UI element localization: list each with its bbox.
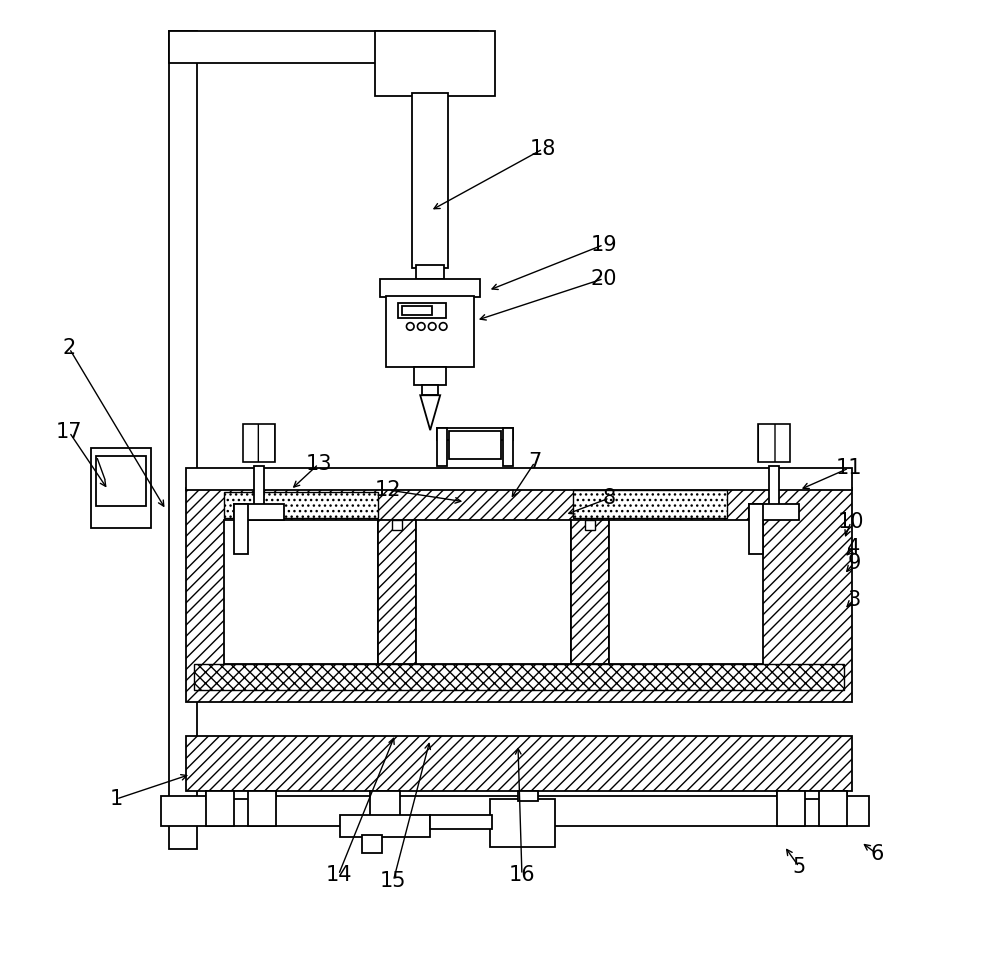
Bar <box>769 466 779 508</box>
Bar <box>340 815 430 837</box>
Text: 18: 18 <box>530 139 556 159</box>
Bar <box>161 796 869 826</box>
Bar <box>169 32 478 63</box>
Bar <box>386 296 474 367</box>
Bar <box>186 736 852 791</box>
Text: 11: 11 <box>836 458 862 478</box>
Bar <box>186 488 852 702</box>
Bar <box>234 504 248 554</box>
Bar <box>503 429 513 466</box>
Text: 3: 3 <box>847 590 861 609</box>
Bar <box>248 791 276 826</box>
Text: 4: 4 <box>847 538 861 557</box>
Bar <box>490 800 555 847</box>
Bar <box>777 791 847 800</box>
Bar <box>392 520 402 530</box>
Text: 19: 19 <box>590 234 617 255</box>
Text: 9: 9 <box>847 553 861 573</box>
Bar <box>169 32 197 849</box>
Text: 8: 8 <box>603 488 616 508</box>
Text: 6: 6 <box>870 844 884 864</box>
Text: 14: 14 <box>325 865 352 885</box>
Bar <box>91 448 151 528</box>
Text: 2: 2 <box>63 338 76 358</box>
Bar <box>224 492 378 518</box>
Bar <box>254 466 264 508</box>
Bar <box>518 791 538 801</box>
Bar <box>206 791 276 800</box>
Bar <box>206 791 234 826</box>
Bar <box>186 468 852 490</box>
Text: 17: 17 <box>56 422 82 442</box>
Text: 16: 16 <box>509 865 535 885</box>
Bar <box>749 504 799 520</box>
Text: 7: 7 <box>528 452 542 472</box>
Bar <box>430 815 492 829</box>
Bar <box>96 456 146 505</box>
Bar <box>194 664 844 690</box>
Text: 15: 15 <box>380 871 407 891</box>
Bar <box>449 431 501 459</box>
Bar <box>375 32 495 96</box>
Bar <box>571 520 609 664</box>
Bar <box>437 429 513 440</box>
Bar <box>224 520 378 664</box>
Bar <box>573 490 727 518</box>
Bar <box>243 424 275 462</box>
Text: 12: 12 <box>375 480 402 500</box>
Bar <box>777 791 805 826</box>
Bar <box>412 93 448 267</box>
Bar <box>414 367 446 385</box>
Bar <box>416 264 444 279</box>
Bar <box>609 520 763 664</box>
Bar <box>362 835 382 853</box>
Bar <box>416 520 571 664</box>
Bar <box>380 279 480 297</box>
Bar <box>758 424 790 462</box>
Bar <box>749 504 763 554</box>
Text: 5: 5 <box>793 857 806 876</box>
Bar <box>585 520 595 530</box>
Text: 13: 13 <box>305 454 332 474</box>
Bar <box>378 520 416 664</box>
Bar <box>398 303 446 318</box>
Polygon shape <box>420 395 440 431</box>
Bar <box>437 429 447 466</box>
Text: 10: 10 <box>838 512 864 531</box>
Bar <box>402 306 432 315</box>
Text: 1: 1 <box>109 789 123 809</box>
Bar <box>819 791 847 826</box>
Bar <box>422 385 438 395</box>
Bar <box>370 791 400 816</box>
Bar <box>234 504 284 520</box>
Text: 20: 20 <box>590 268 617 288</box>
